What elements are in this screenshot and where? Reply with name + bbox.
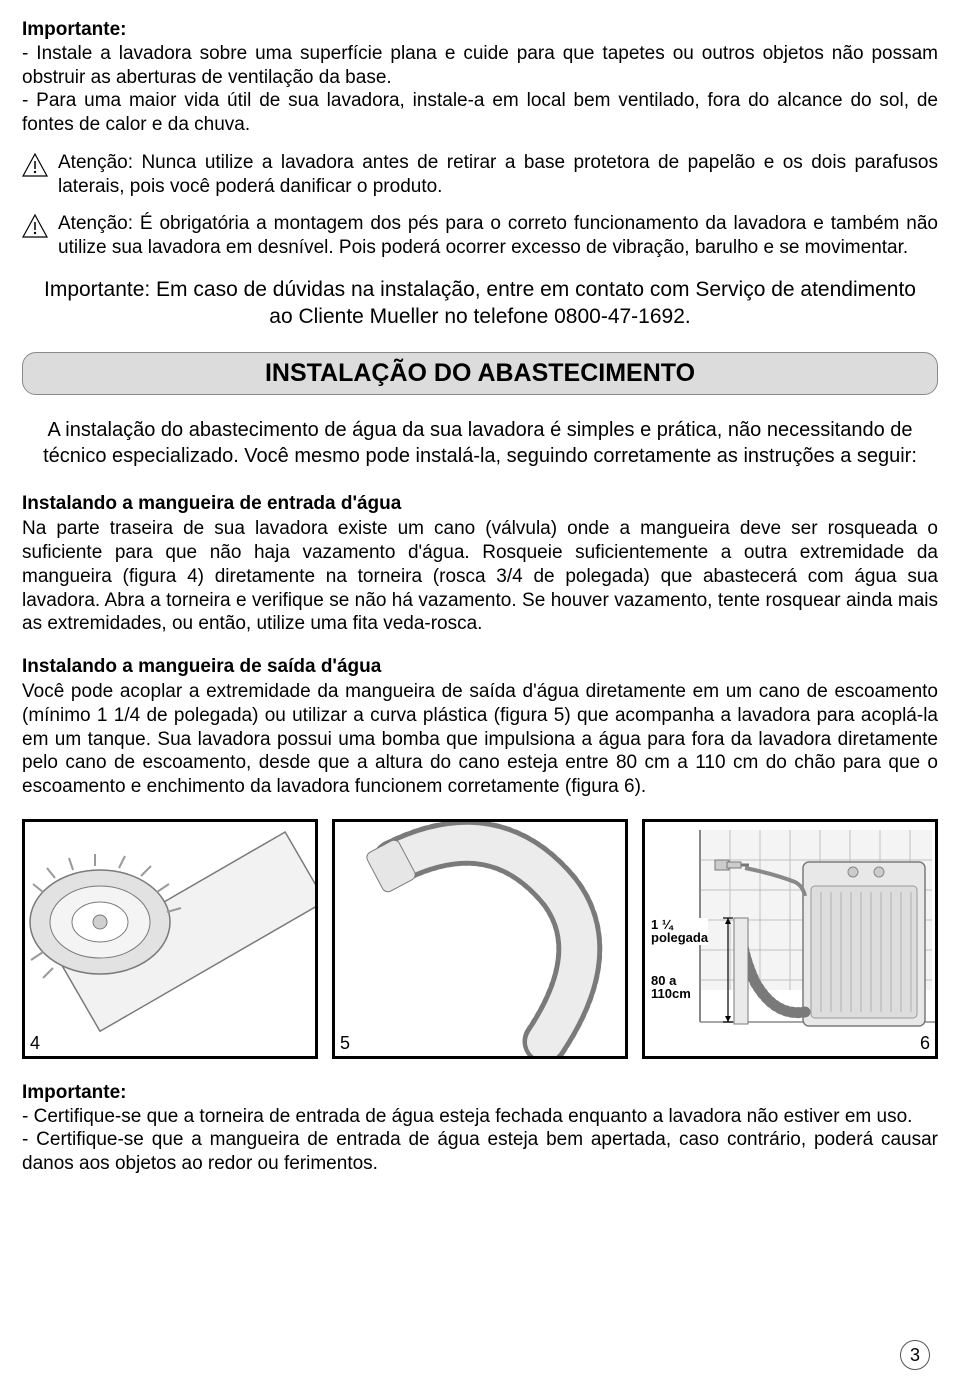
section-title-banner: INSTALAÇÃO DO ABASTECIMENTO <box>22 352 938 395</box>
hose-connector-icon <box>25 822 315 1056</box>
entrada-text: Na parte traseira de sua lavadora existe… <box>22 517 938 636</box>
figures-row: 4 5 <box>22 819 938 1059</box>
figure-6-label-altura: 80 a 110cm <box>651 974 691 1001</box>
importante-top: Importante: - Instale a lavadora sobre u… <box>22 18 938 137</box>
warning-icon <box>22 153 48 199</box>
atencao-text-2: Atenção: É obrigatória a montagem dos pé… <box>58 212 938 260</box>
figure-6-label-line: polegada <box>651 930 708 945</box>
saida-text: Você pode acoplar a extremidade da mangu… <box>22 680 938 799</box>
page-number: 3 <box>900 1340 930 1370</box>
importante-center: Importante: Em caso de dúvidas na instal… <box>40 276 920 331</box>
figure-6: 1 ¼ polegada 80 a 110cm 6 <box>642 819 938 1059</box>
atencao-text-1: Atenção: Nunca utilize a lavadora antes … <box>58 151 938 199</box>
atencao-block-2: Atenção: É obrigatória a montagem dos pé… <box>22 212 938 260</box>
figure-6-label-polegada: 1 ¼ polegada <box>651 918 708 945</box>
atencao-block-1: Atenção: Nunca utilize a lavadora antes … <box>22 151 938 199</box>
importante-label: Importante: <box>22 19 127 40</box>
saida-heading: Instalando a mangueira de saída d'água <box>22 656 938 678</box>
figure-number: 4 <box>30 1033 40 1054</box>
importante-bullet-1: - Instale a lavadora sobre uma superfíci… <box>22 43 938 88</box>
entrada-heading: Instalando a mangueira de entrada d'água <box>22 493 938 515</box>
drain-hose-curve-icon <box>335 822 625 1056</box>
importante-bullet-2: - Para uma maior vida útil de sua lavado… <box>22 90 938 135</box>
figure-number: 5 <box>340 1033 350 1054</box>
section-intro: A instalação do abastecimento de água da… <box>28 417 932 469</box>
figure-4: 4 <box>22 819 318 1059</box>
figure-5: 5 <box>332 819 628 1059</box>
importante-bottom-label: Importante: <box>22 1082 127 1103</box>
importante-bottom-b1: - Certifique-se que a torneira de entrad… <box>22 1106 912 1127</box>
figure-number: 6 <box>920 1033 930 1054</box>
importante-bottom: Importante: - Certifique-se que a tornei… <box>22 1081 938 1176</box>
warning-icon <box>22 214 48 260</box>
importante-bottom-b2: - Certifique-se que a mangueira de entra… <box>22 1129 938 1174</box>
figure-6-label-line: 110cm <box>651 986 691 1001</box>
